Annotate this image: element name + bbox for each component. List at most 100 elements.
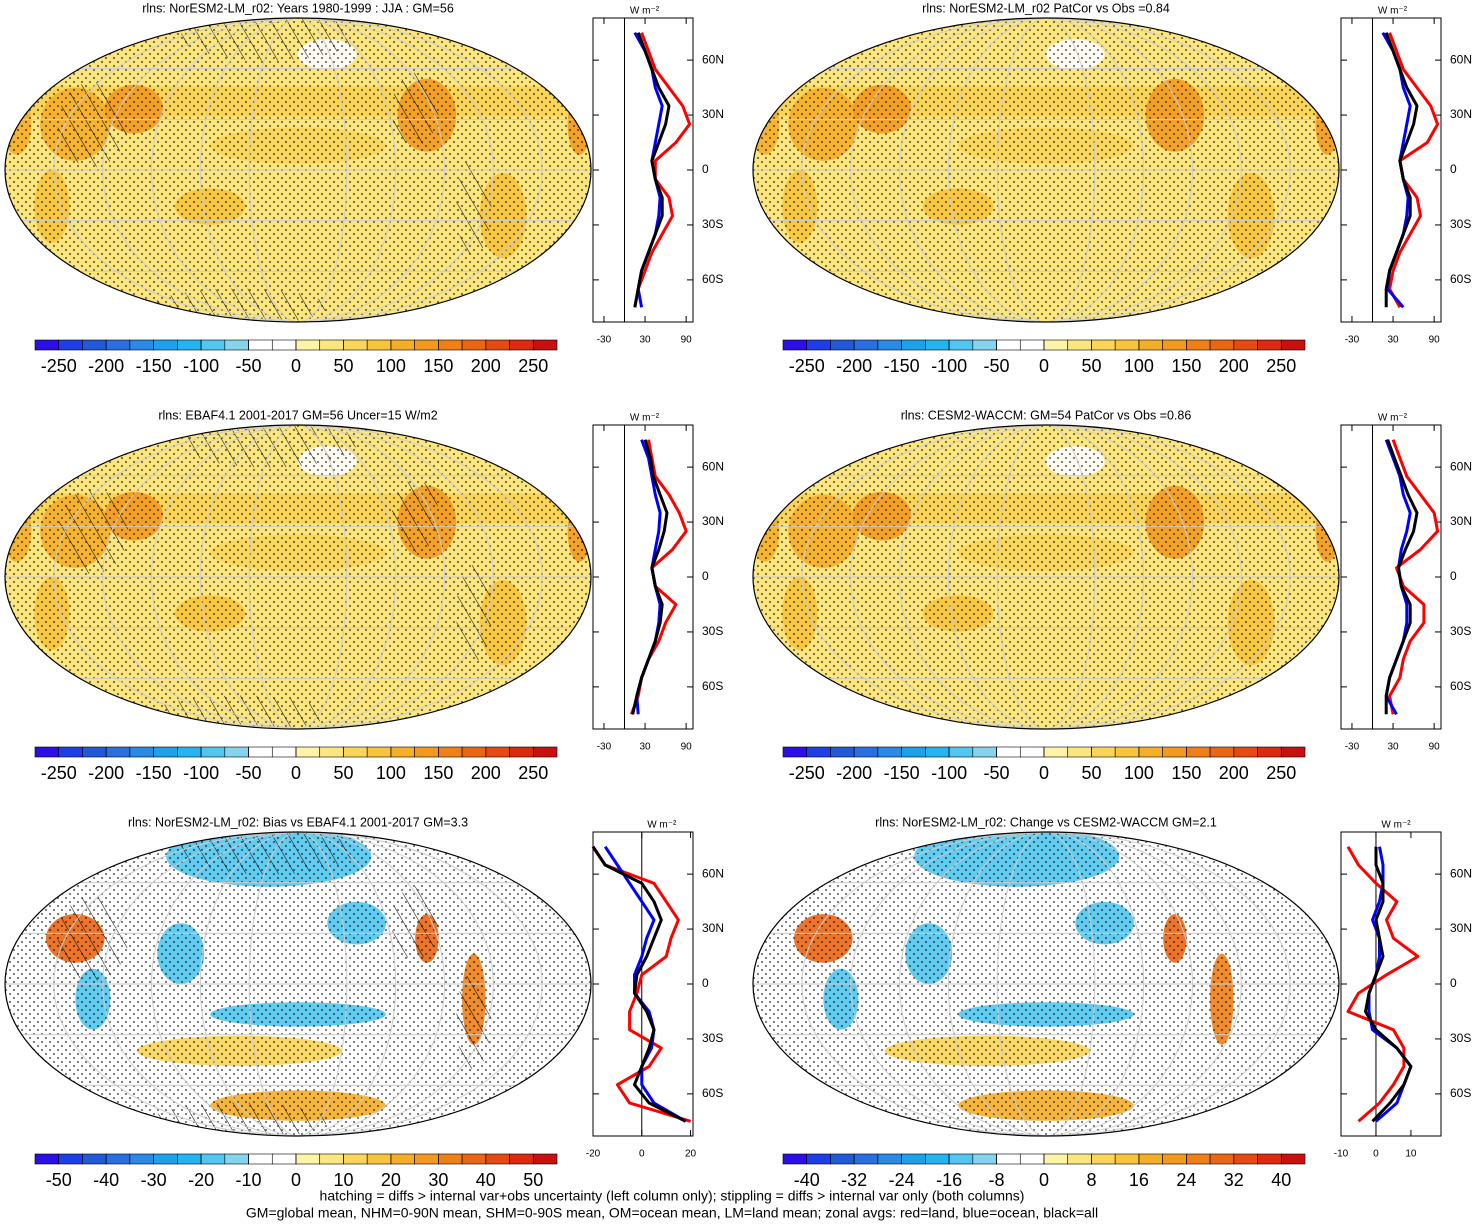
colorbar-box bbox=[343, 339, 368, 351]
map bbox=[753, 18, 1339, 322]
colorbar-label: 250 bbox=[518, 763, 548, 783]
colorbar-box bbox=[200, 746, 226, 758]
panel: rlns: NorESM2-LM_r02: Bias vs EBAF4.1 20… bbox=[4, 815, 724, 1190]
colorbar-label: -200 bbox=[836, 763, 872, 783]
y-tick-label: 30S bbox=[1450, 1031, 1471, 1045]
colorbar-box bbox=[34, 1153, 60, 1165]
zonal-unit: W m⁻² bbox=[647, 820, 677, 831]
y-tick-label: 60S bbox=[1450, 272, 1471, 286]
graticule bbox=[947, 425, 1145, 729]
map-border bbox=[752, 424, 1340, 730]
zonal-frame bbox=[1340, 424, 1442, 730]
colorbar-label: -100 bbox=[931, 356, 967, 376]
colorbar-label: -50 bbox=[984, 763, 1010, 783]
colorbar-box bbox=[1257, 339, 1282, 351]
colorbar-box bbox=[901, 746, 926, 758]
colorbar-label: 40 bbox=[1271, 1170, 1291, 1190]
colorbar-box bbox=[58, 746, 83, 758]
colorbar-label: -200 bbox=[836, 356, 872, 376]
map-title: rlns: EBAF4.1 2001-2017 GM=56 Uncer=15 W… bbox=[158, 408, 437, 422]
y-tick-label: 30N bbox=[1450, 107, 1472, 121]
map bbox=[753, 425, 1339, 729]
graticule bbox=[996, 18, 1096, 322]
colorbar-box bbox=[806, 746, 831, 758]
colorbar-label: 0 bbox=[1039, 1170, 1049, 1190]
graticule bbox=[248, 832, 348, 1136]
colorbar-label: 100 bbox=[376, 763, 406, 783]
colorbar-label: -24 bbox=[889, 1170, 915, 1190]
colorbar-box bbox=[1138, 339, 1163, 351]
graticule bbox=[53, 832, 543, 1136]
y-tick-label: 60S bbox=[702, 272, 723, 286]
colorbar-box bbox=[1186, 746, 1211, 758]
colorbar-box bbox=[271, 746, 297, 758]
y-tick-label: 60N bbox=[702, 866, 724, 880]
colorbar-box bbox=[948, 339, 974, 351]
colorbar-box bbox=[366, 339, 392, 351]
colorbar-box bbox=[1257, 746, 1282, 758]
colorbar-box bbox=[1138, 746, 1163, 758]
colorbar-box bbox=[485, 746, 510, 758]
colorbar-box bbox=[1019, 1153, 1045, 1165]
colorbar-label: -16 bbox=[936, 1170, 962, 1190]
graticule bbox=[947, 832, 1145, 1136]
colorbar-box bbox=[1162, 1153, 1187, 1165]
colorbar-label: -150 bbox=[136, 356, 172, 376]
zonal-frame bbox=[1340, 831, 1442, 1137]
colorbar-box bbox=[295, 1153, 321, 1165]
colorbar-label: 50 bbox=[1081, 356, 1101, 376]
colorbar-label: 8 bbox=[1086, 1170, 1096, 1190]
x-tick-label: -30 bbox=[1345, 742, 1360, 753]
colorbar-box bbox=[295, 339, 321, 351]
colorbar-label: -150 bbox=[884, 763, 920, 783]
colorbar-box bbox=[877, 1153, 902, 1165]
panel: rlns: NorESM2-LM_r02 PatCor vs Obs =0.84… bbox=[752, 1, 1472, 376]
colorbar-box bbox=[782, 1153, 808, 1165]
graticule bbox=[996, 425, 1096, 729]
colorbar-box bbox=[1067, 339, 1092, 351]
colorbar-box bbox=[1233, 746, 1258, 758]
colorbar-box bbox=[877, 746, 902, 758]
colorbar-box bbox=[1019, 339, 1045, 351]
colorbar-box bbox=[177, 746, 202, 758]
colorbar-box bbox=[461, 339, 487, 351]
colorbar-label: -32 bbox=[841, 1170, 867, 1190]
colorbar-label: 0 bbox=[291, 356, 301, 376]
colorbar-box bbox=[224, 746, 249, 758]
colorbar-box bbox=[1043, 1153, 1069, 1165]
colorbar-box bbox=[319, 746, 344, 758]
colorbar-label: 250 bbox=[1266, 763, 1296, 783]
hatching bbox=[151, 1102, 328, 1136]
colorbar-box bbox=[1091, 746, 1116, 758]
map-title: rlns: NorESM2-LM_r02: Bias vs EBAF4.1 20… bbox=[128, 815, 468, 829]
y-tick-label: 30N bbox=[702, 107, 724, 121]
colorbar-box bbox=[1091, 339, 1116, 351]
hatching bbox=[57, 488, 129, 574]
colorbar-label: -50 bbox=[984, 356, 1010, 376]
map-border bbox=[752, 831, 1340, 1137]
colorbar-label: 40 bbox=[476, 1170, 496, 1190]
colorbar-label: 200 bbox=[1219, 356, 1249, 376]
panel: rlns: EBAF4.1 2001-2017 GM=56 Uncer=15 W… bbox=[4, 408, 724, 783]
colorbar-label: -50 bbox=[46, 1170, 72, 1190]
colorbar-box bbox=[153, 1153, 178, 1165]
zonal-line bbox=[1384, 439, 1419, 715]
colorbar-box bbox=[1280, 339, 1306, 351]
colorbar-label: -40 bbox=[794, 1170, 820, 1190]
graticule bbox=[102, 18, 494, 322]
graticule bbox=[801, 18, 1291, 322]
y-tick-label: 0 bbox=[1450, 162, 1457, 176]
hatching bbox=[391, 72, 439, 146]
colorbar-label: 0 bbox=[1039, 356, 1049, 376]
x-tick-label: 0 bbox=[1373, 1149, 1379, 1160]
zonal-unit: W m⁻² bbox=[1381, 820, 1411, 831]
colorbar-box bbox=[1162, 746, 1187, 758]
colorbar-box bbox=[901, 1153, 926, 1165]
y-tick-label: 0 bbox=[702, 976, 709, 990]
colorbar-box bbox=[129, 746, 154, 758]
colorbar-box bbox=[461, 746, 487, 758]
colorbar-box bbox=[319, 339, 344, 351]
colorbar-box bbox=[996, 339, 1021, 351]
colorbar-box bbox=[271, 1153, 297, 1165]
